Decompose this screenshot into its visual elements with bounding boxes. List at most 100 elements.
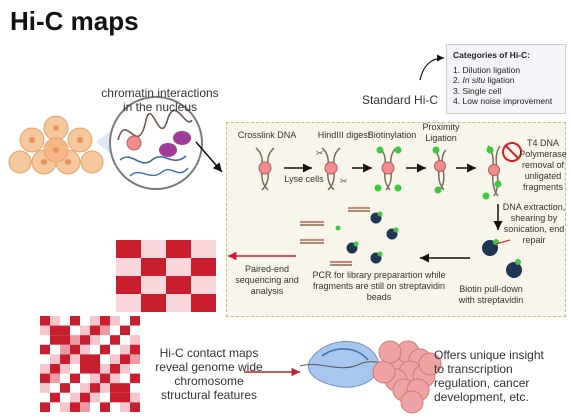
contact-map-cell	[110, 364, 120, 374]
contact-map-cell	[40, 325, 50, 336]
contact-map-cell	[80, 344, 90, 355]
contact-map-cell	[70, 373, 80, 384]
contact-map-cell	[120, 383, 130, 393]
contact-map-cell	[120, 325, 130, 336]
nucleus-label: chromatin interactions in the nucleus	[101, 86, 219, 114]
hic-contact-map-fine	[40, 316, 140, 412]
contact-map-cell	[130, 325, 140, 336]
contact-map-cell	[120, 335, 130, 345]
contact-map-cell	[100, 373, 110, 384]
contact-map-cell	[50, 364, 60, 374]
contact-map-cell	[50, 335, 60, 345]
contact-map-cell	[40, 373, 50, 384]
contact-map-cell	[80, 402, 90, 412]
contact-map-cell	[60, 354, 70, 364]
tumor-cell	[400, 390, 424, 414]
step-digest-label: HindIII digest	[317, 130, 371, 140]
proximity-ligation-illustration	[432, 146, 447, 194]
step-biotin-label: Biotinylation	[367, 130, 417, 140]
contact-map-cell	[90, 325, 100, 336]
contact-map-cell	[50, 325, 60, 336]
contact-map-cell	[60, 373, 70, 384]
tumor-cell-cluster	[372, 340, 442, 414]
contact-map-cell	[40, 392, 50, 403]
contact-map-cell	[130, 383, 140, 393]
contact-map-cell	[90, 373, 100, 384]
category-item: 1. Dilution ligation	[453, 64, 521, 75]
hic-contact-map-large	[116, 240, 216, 312]
contact-map-cell	[70, 335, 80, 345]
svg-text:✂: ✂	[316, 148, 324, 158]
contact-map-cell	[90, 402, 100, 412]
contact-map-cell	[90, 392, 100, 403]
contact-map-cell	[40, 383, 50, 393]
contact-map-cell	[70, 344, 80, 355]
contact-map-cell	[120, 364, 130, 374]
svg-text:✂: ✂	[340, 176, 348, 186]
contact-map-cell	[120, 344, 130, 355]
workflow-panel	[226, 122, 566, 317]
arrow-standard-to-categories	[419, 54, 445, 81]
contact-map-cell	[80, 335, 90, 345]
step-proximity-label: Proximity Ligation	[422, 122, 460, 143]
contact-map-cell	[110, 316, 120, 326]
contact-map-cell	[70, 392, 80, 403]
contact-map-cell	[120, 402, 130, 412]
contact-map-cell	[100, 392, 110, 403]
contact-map-cell	[130, 402, 140, 412]
contact-map-cell	[100, 354, 110, 364]
contact-map-cell	[90, 344, 100, 355]
contact-map-cell	[40, 354, 50, 364]
biotinylation-illustration	[374, 146, 402, 192]
contact-map-cell	[100, 325, 110, 336]
contact-map-cell	[70, 354, 80, 364]
contact-map-cell	[90, 364, 100, 374]
contact-map-cell	[70, 383, 80, 393]
step-paired-label: Paired-end sequencing and analysis	[235, 264, 299, 296]
category-item: 4. Low noise improvement	[453, 96, 553, 106]
contact-map-cell	[110, 325, 120, 336]
contact-map-label: Hi-C contact maps reveal genome wide chr…	[155, 346, 263, 402]
contact-map-cell	[50, 392, 60, 403]
page-title: Hi-C maps	[10, 6, 139, 36]
arrow-nucleus-to-panel	[195, 141, 223, 173]
tumor-cell	[378, 340, 402, 364]
step-t4-label: T4 DNA Polymerase removal of unligated f…	[519, 138, 567, 192]
contact-map-cell	[70, 402, 80, 412]
insight-label: Offers unique insight to transcription r…	[434, 348, 544, 404]
contact-map-cell	[130, 344, 140, 355]
contact-map-cell	[110, 402, 120, 412]
contact-map-cell	[110, 383, 120, 393]
contact-map-cell	[110, 354, 120, 364]
pcr-beads	[300, 207, 399, 266]
contact-map-cell	[120, 373, 130, 384]
contact-map-cell	[60, 392, 70, 403]
cell-cluster	[8, 115, 104, 175]
step-extraction-label: DNA extraction, shearing by sonication, …	[502, 202, 566, 245]
crosslink-dna-illustration	[255, 147, 275, 191]
contact-map-cell	[40, 364, 50, 374]
contact-map-cell	[60, 335, 70, 345]
contact-map-cell	[40, 344, 50, 355]
tumor-cell	[418, 352, 442, 376]
contact-map-cell	[100, 364, 110, 374]
step-pcr-label: PCR for library preparartion while fragm…	[312, 270, 446, 302]
contact-map-cell	[100, 316, 110, 326]
contact-map-cell	[130, 316, 140, 326]
category-item: 2. In situ ligation	[453, 75, 515, 85]
contact-map-cell	[110, 373, 120, 384]
contact-map-cell	[90, 383, 100, 393]
contact-map-cell	[50, 402, 60, 412]
contact-map-cell	[50, 373, 60, 384]
contact-map-cell	[50, 344, 60, 355]
contact-map-cell	[110, 392, 120, 403]
contact-map-cell	[80, 373, 90, 384]
contact-map-cell	[90, 354, 100, 364]
contact-map-cell	[80, 316, 90, 326]
standard-hic-label: Standard Hi-C	[362, 93, 439, 107]
contact-map-cell	[130, 373, 140, 384]
step-crosslink-label: Crosslink DNA	[237, 130, 297, 140]
contact-map-cell	[80, 325, 90, 336]
